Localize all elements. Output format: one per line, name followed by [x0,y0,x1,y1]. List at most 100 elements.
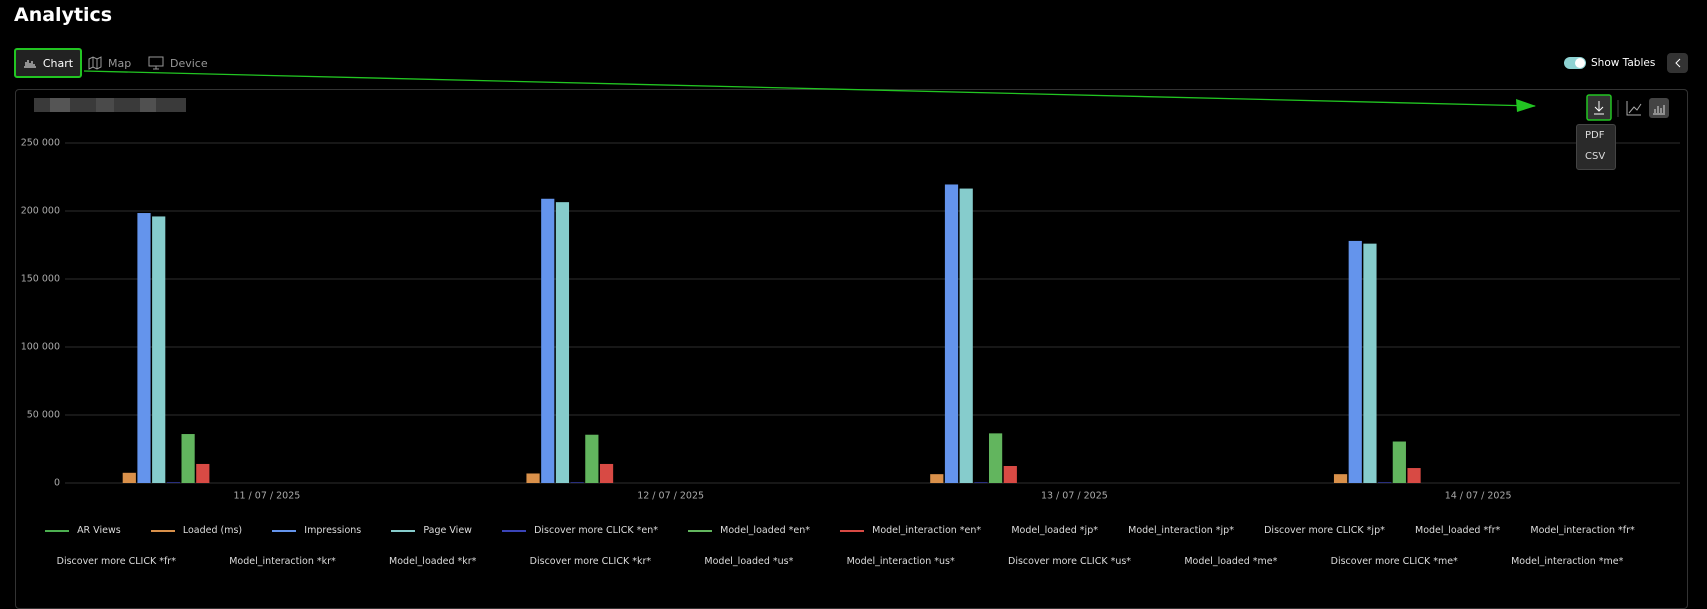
legend-item[interactable]: Model_interaction *fr* [1530,525,1634,536]
legend-item[interactable]: Model_interaction *en* [840,525,981,536]
map-icon [88,56,102,70]
legend-item[interactable]: Model_interaction *us* [847,556,955,567]
device-tab[interactable]: Device [148,50,208,76]
legend-label: Loaded (ms) [182,525,243,536]
menu-item[interactable]: CSV [1585,151,1606,162]
legend-label: Model_interaction *en* [872,525,982,536]
y-tick-label: 200 000 [21,206,60,217]
bar [1392,441,1406,483]
legend: AR Views Loaded (ms) Impressions Page View D… [30,525,1650,536]
bar [930,474,944,483]
collapse-button[interactable] [1667,53,1688,73]
legend-swatch [840,529,865,532]
legend-label: Discover more CLICK *kr* [529,556,652,567]
legend-item[interactable]: Discover more CLICK *jp* [1264,525,1385,536]
y-tick-label: 50 000 [27,410,60,421]
bar [1333,474,1348,483]
plot-area: 0 50 000 100 000 150 000 200 000 250 000 11 / … [21,138,1680,502]
device-icon [148,56,164,70]
legend-label: Impressions [304,525,362,536]
legend-item[interactable]: Loaded (ms) [150,525,243,536]
bar [152,216,166,483]
tab-label: Chart [42,56,74,70]
legend-swatch [150,529,175,532]
legend-swatch [391,529,416,532]
legend-label: Model_loaded *kr* [389,556,477,567]
menu-item[interactable]: PDF [1585,130,1605,141]
legend-swatch [502,529,527,532]
export-menu: PDF CSV [1576,124,1616,170]
legend-label: Model_loaded *jp* [1011,525,1098,536]
bar [137,213,151,484]
line-chart-button[interactable] [1626,101,1642,116]
toggle-knob [1575,58,1585,68]
bar [1407,468,1421,483]
chevron-icon [1674,58,1680,68]
bar [959,188,973,483]
legend-label: Model_interaction *fr* [1530,525,1635,536]
legend-item[interactable]: Model_interaction *kr* [229,556,336,567]
bar [1378,482,1392,483]
tab-label: Map [108,56,132,70]
legend-label: Discover more CLICK *us* [1008,556,1132,567]
legend-item[interactable]: Model_loaded *us* [704,556,793,567]
legend-label: Model_loaded *fr* [1415,525,1501,536]
chart-icon [23,60,36,68]
legend-item[interactable]: Model_loaded *fr* [1415,525,1500,536]
bar [599,463,614,483]
bar [166,482,180,483]
legend-label: Discover more CLICK *me* [1330,556,1458,567]
legend-label: Model_interaction *jp* [1128,525,1234,536]
legend-item[interactable]: Model_loaded *me* [1184,556,1277,567]
legend-item[interactable]: Model_loaded *kr* [389,556,476,567]
toggle-label: Show Tables [1591,57,1656,69]
x-tick-label: 14 / 07 / 2025 [1445,491,1512,502]
bar [944,184,959,484]
legend-label: Discover more CLICK *jp* [1264,525,1385,536]
y-tick-label: 100 000 [21,342,60,353]
legend-label: Model_loaded *me* [1184,556,1278,567]
legend-swatch [272,529,297,532]
legend-label: Model_loaded *us* [704,556,794,567]
bar [526,473,540,483]
download-icon [1594,101,1604,115]
legend-item[interactable]: Discover more CLICK *me* [1331,556,1458,567]
y-tick-label: 150 000 [21,274,60,285]
bar [181,434,195,483]
bar-chart-button[interactable] [1649,98,1669,118]
legend-item[interactable]: Page View [391,525,472,536]
bar [1363,243,1377,483]
bar [570,482,584,483]
toggle-switch[interactable] [1564,57,1586,69]
legend-item[interactable]: Discover more CLICK *us* [1008,556,1131,567]
bar [196,463,210,483]
bar [989,433,1003,483]
bar [1003,466,1017,483]
legend-swatch [688,529,713,532]
bar [974,482,988,483]
legend-item[interactable]: Discover more CLICK *en* [502,525,658,536]
legend-item[interactable]: Model_loaded *jp* [1011,525,1098,536]
legend-item[interactable]: Impressions [272,525,361,536]
annotation-arrowhead [1516,99,1536,112]
x-tick-label: 13 / 07 / 2025 [1041,491,1108,502]
legend-item[interactable]: AR Views [45,525,121,536]
page-title: Analytics [14,4,113,26]
legend-item[interactable]: Model_interaction *me* [1511,556,1623,567]
map-tab[interactable]: Map [88,50,131,76]
blurred-title [34,98,186,112]
y-tick-label: 250 000 [21,138,60,149]
legend-label: Model_interaction *kr* [229,556,336,567]
legend-swatch [45,529,70,532]
x-tick-label: 11 / 07 / 2025 [233,491,300,502]
bar [541,198,555,483]
legend-label: Discover more CLICK *fr* [56,556,176,567]
y-tick-label: 0 [54,478,60,489]
legend-label: Discover more CLICK *en* [534,525,659,536]
legend-item[interactable]: Discover more CLICK *kr* [530,556,651,567]
legend-item[interactable]: Model_interaction *jp* [1128,525,1234,536]
chart-tab[interactable]: Chart [14,48,82,78]
legend-item[interactable]: Discover more CLICK *fr* [57,556,176,567]
legend-item[interactable]: Model_loaded *en* [688,525,810,536]
